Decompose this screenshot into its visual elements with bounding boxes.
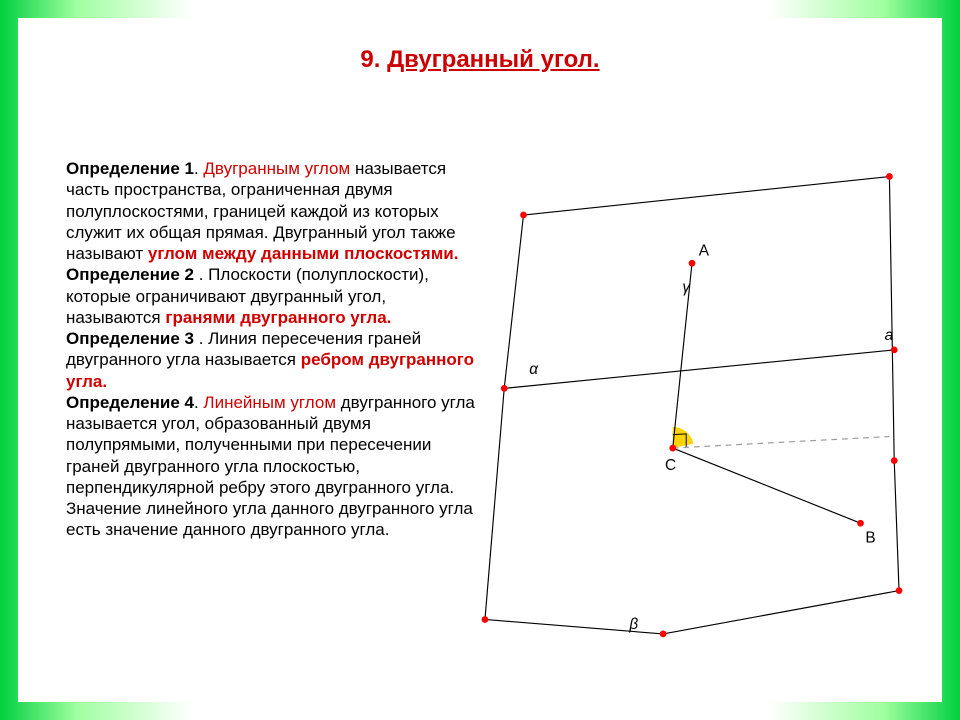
dihedral-diagram: A C Ba α β γ — [472, 138, 912, 658]
def2-label: Определение 2 — [66, 265, 194, 284]
def3-label: Определение 3 — [66, 329, 194, 348]
gradient-frame: 9. Двугранный угол. Определение 1. Двугр… — [0, 0, 960, 720]
def2-highlight: гранями двугранного угла. — [165, 308, 391, 327]
diagram-label: γ — [682, 279, 691, 296]
diagram-point — [886, 173, 893, 180]
diagram-line — [663, 591, 899, 634]
diagram-label: a — [885, 327, 894, 344]
diagram-label: α — [529, 361, 539, 378]
diagram-line — [889, 177, 894, 461]
def4-text: двугранного угла называется угол, образо… — [66, 393, 475, 540]
def4-term: Линейным углом — [203, 393, 336, 412]
diagram-svg: A C Ba α β γ — [472, 138, 912, 658]
diagram-line — [673, 448, 861, 523]
diagram-point — [891, 457, 898, 464]
diagram-line — [894, 461, 899, 591]
def1-term: Двугранным углом — [203, 159, 350, 178]
def4-label: Определение 4 — [66, 393, 194, 412]
diagram-line — [523, 177, 889, 216]
definitions-block: Определение 1. Двугранным углом называет… — [66, 158, 476, 541]
slide-title: 9. Двугранный угол. — [18, 46, 942, 74]
diagram-label: B — [865, 529, 875, 546]
diagram-line — [673, 437, 890, 449]
diagram-line — [485, 388, 504, 619]
diagram-point — [520, 212, 527, 219]
diagram-point — [689, 260, 696, 267]
def1-highlight: углом между данными плоскостями. — [148, 244, 459, 263]
diagram-point — [857, 520, 864, 527]
title-text: Двугранный угол. — [387, 46, 600, 73]
def1-label: Определение 1 — [66, 159, 194, 178]
diagram-point — [482, 616, 489, 623]
period: . — [194, 393, 203, 412]
angle-marker — [673, 427, 694, 448]
diagram-label: β — [628, 616, 638, 633]
diagram-point — [501, 385, 508, 392]
diagram-label: A — [699, 242, 710, 259]
period: . — [194, 159, 203, 178]
diagram-point — [669, 445, 676, 452]
diagram-line — [504, 350, 894, 389]
diagram-point — [660, 631, 667, 638]
title-number: 9. — [360, 46, 380, 73]
diagram-point — [896, 587, 903, 594]
diagram-point — [891, 346, 898, 353]
slide-card: 9. Двугранный угол. Определение 1. Двугр… — [18, 18, 942, 702]
diagram-line — [504, 215, 523, 388]
diagram-label: C — [665, 457, 676, 474]
